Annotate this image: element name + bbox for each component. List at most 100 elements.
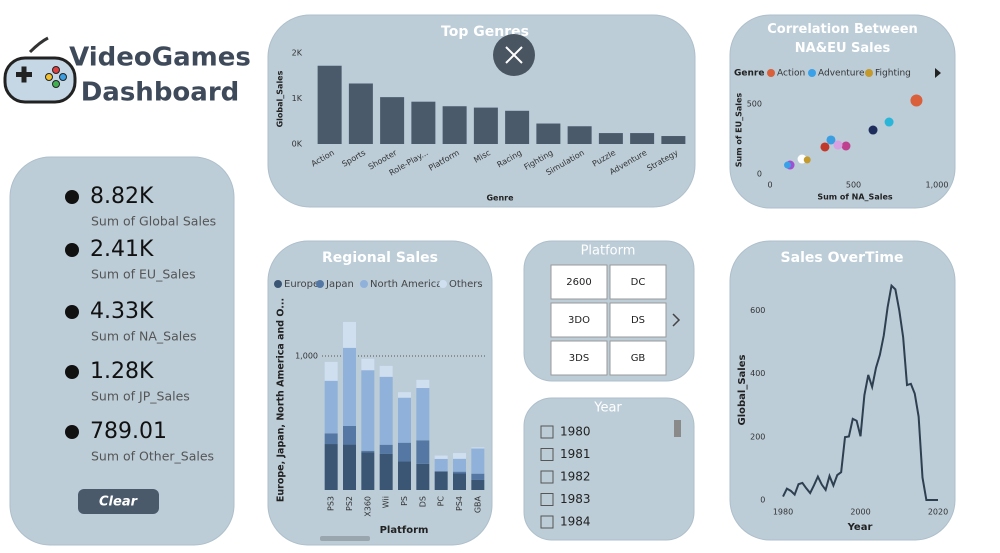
- kpi-value: 2.41K: [90, 237, 154, 262]
- bar-segment: [398, 461, 411, 490]
- bar-segment: [434, 455, 448, 459]
- x-tick-label: X360: [363, 496, 372, 517]
- bar-segment: [416, 379, 430, 389]
- bar-segment: [398, 442, 411, 462]
- y-tick-label: 600: [750, 306, 765, 315]
- checkbox[interactable]: [540, 448, 554, 461]
- point: [803, 156, 811, 164]
- scrollbar-thumb[interactable]: [320, 536, 370, 541]
- bar: [473, 107, 498, 144]
- bar-segment: [324, 361, 338, 381]
- x-tick-label: DS: [418, 496, 427, 507]
- bar-segment: [471, 479, 485, 490]
- checkbox[interactable]: [540, 493, 554, 506]
- kpi-value: 789.01: [90, 419, 167, 444]
- point: [784, 161, 792, 169]
- gamepad-icon: [3, 36, 77, 104]
- legend-label: Adventure: [818, 69, 865, 79]
- checkbox[interactable]: [540, 470, 554, 484]
- kpi-bullet: [65, 305, 79, 319]
- slicer-item-label[interactable]: 1981: [560, 447, 591, 461]
- dashboard-title: VideoGames: [69, 43, 251, 73]
- bar: [348, 83, 373, 144]
- panel: [9, 156, 235, 546]
- bar-segment: [361, 370, 375, 451]
- y-tick-label: 0K: [292, 140, 303, 149]
- bar: [536, 123, 561, 144]
- bar-segment: [398, 397, 411, 443]
- slicer-item-label[interactable]: 1982: [560, 470, 591, 484]
- slicer-button[interactable]: [609, 264, 667, 300]
- bar: [380, 97, 405, 144]
- slicer-next-arrow[interactable]: [672, 313, 681, 327]
- x-tick-label: 500: [846, 181, 861, 190]
- bar: [411, 101, 436, 144]
- bar-segment: [343, 444, 356, 490]
- bar-segment: [361, 450, 375, 453]
- legend-title: Genre: [734, 69, 764, 79]
- legend-next-arrow[interactable]: [935, 68, 941, 78]
- kpi-label: Sum of NA_Sales: [91, 329, 196, 344]
- bar-segment: [361, 358, 375, 371]
- slicer-button-label[interactable]: 2600: [566, 277, 591, 288]
- slicer-item-label[interactable]: 1984: [560, 515, 591, 529]
- bar: [598, 133, 623, 144]
- slicer-button-label[interactable]: DC: [631, 277, 646, 288]
- slicer-button-label[interactable]: 3DS: [569, 353, 589, 364]
- slicer-button-label[interactable]: GB: [631, 353, 646, 364]
- x-tick-label: PS: [400, 496, 409, 506]
- legend-swatch: [316, 280, 324, 288]
- dashboard-title: Dashboard: [81, 78, 240, 108]
- y-axis-title: Global_Sales: [737, 354, 748, 425]
- x-tick-label: 2020: [928, 508, 948, 517]
- slicer-button-label[interactable]: 3DO: [568, 315, 590, 326]
- x-tick-label: 2000: [850, 508, 870, 517]
- bar-segment: [434, 471, 448, 490]
- x-axis-title: Year: [847, 522, 873, 533]
- legend-label: Europe: [284, 279, 319, 290]
- legend-label: Action: [777, 69, 805, 79]
- x-tick-label: 1980: [773, 508, 793, 517]
- slicer-button-label[interactable]: DS: [631, 315, 645, 326]
- y-tick-label: 500: [747, 100, 762, 109]
- checkbox[interactable]: [540, 515, 554, 529]
- point: [910, 94, 923, 107]
- clear-button[interactable]: [78, 489, 159, 514]
- slicer-item-label[interactable]: 1983: [560, 492, 591, 506]
- bar-segment: [453, 458, 466, 472]
- bar: [661, 136, 686, 144]
- point: [884, 117, 894, 127]
- clear-button-label[interactable]: Clear: [99, 495, 139, 510]
- slicer-button[interactable]: [609, 302, 667, 338]
- kpi-label: Sum of Global Sales: [91, 214, 216, 229]
- bar-segment: [343, 425, 356, 445]
- y-axis-title: Global_Sales: [276, 70, 285, 127]
- legend-swatch: [274, 280, 282, 288]
- slicer-item-label[interactable]: 1980: [560, 425, 591, 439]
- panel: [729, 240, 956, 541]
- slicer-button[interactable]: [550, 264, 608, 300]
- panel: [729, 14, 956, 209]
- y-tick-label: 1K: [292, 94, 303, 103]
- scrollbar-thumb[interactable]: [674, 420, 681, 437]
- bar-segment: [379, 365, 393, 377]
- bar-segment: [453, 471, 466, 474]
- slicer-button[interactable]: [550, 302, 608, 338]
- kpi-bullet: [65, 190, 79, 204]
- legend-label: Others: [449, 279, 483, 290]
- bar-segment: [379, 376, 393, 445]
- close-icon[interactable]: [505, 46, 523, 64]
- checkbox[interactable]: [540, 425, 554, 439]
- bar-segment: [434, 458, 448, 472]
- slicer-button[interactable]: [609, 340, 667, 376]
- chart-title: Correlation Between NA&EU Sales: [767, 22, 918, 56]
- x-axis-title: Genre: [486, 194, 514, 203]
- kpi-bullet: [65, 243, 79, 257]
- slicer-button[interactable]: [550, 340, 608, 376]
- x-tick-label: 1,000: [926, 181, 949, 190]
- panel: [523, 397, 695, 541]
- y-axis-title: Europe, Japan, North America and O...: [276, 298, 287, 502]
- y-tick-label: 0: [760, 496, 765, 505]
- bar-segment: [343, 321, 356, 348]
